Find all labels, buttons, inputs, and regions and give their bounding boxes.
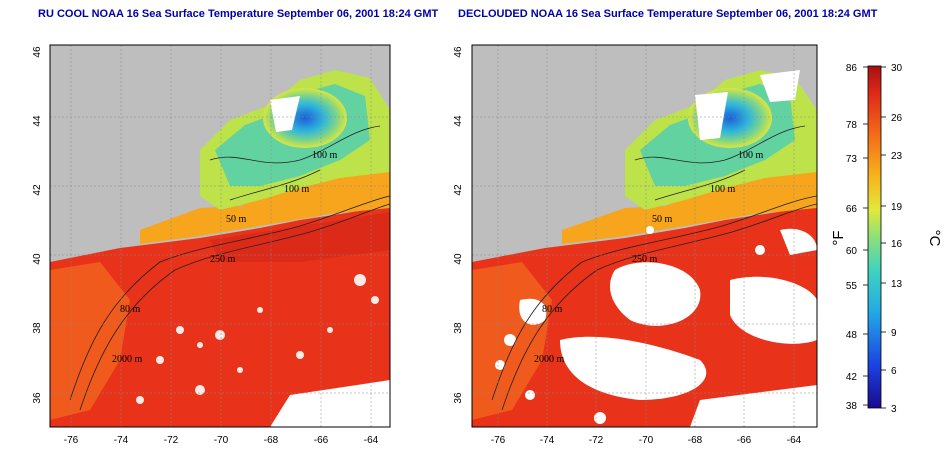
depth-label: 250 m [210,254,236,265]
depth-label: 2000 m [112,354,143,365]
lon-tick: -68 [264,435,279,446]
right-lon-axis: -76 -74 -72 -70 -68 -66 -64 [491,435,802,446]
fahrenheit-tick: 86 [846,63,858,74]
right-map: 100 m 100 m 50 m 250 m 80 m 2000 m [471,44,818,428]
celsius-tick: 19 [891,202,903,213]
depth-label: 100 m [284,184,310,195]
lon-tick: -72 [164,435,179,446]
lon-tick: -68 [688,435,703,446]
lat-tick: 36 [32,392,43,404]
left-lon-axis: -76 -74 -72 -70 -68 -66 -64 [64,435,379,446]
right-lat-axis: 36 38 40 42 44 46 [453,46,464,404]
lat-tick: 38 [453,322,464,334]
fahrenheit-tick: 66 [846,204,858,215]
celsius-tick: 26 [891,113,903,124]
lon-tick: -64 [787,435,802,446]
celsius-tick: 3 [891,404,897,415]
depth-label: 80 m [542,304,563,315]
depth-label: 2000 m [534,354,565,365]
lon-tick: -64 [364,435,379,446]
lon-tick: -76 [64,435,79,446]
right-panel-title: DECLOUDED NOAA 16 Sea Surface Temperatur… [458,8,878,20]
lat-tick: 42 [32,184,43,196]
lon-tick: -74 [540,435,555,446]
depth-label: 100 m [710,184,736,195]
lon-tick: -72 [589,435,604,446]
fahrenheit-tick: 73 [846,154,858,165]
lat-tick: 44 [453,115,464,127]
left-map: 100 m 100 m 50 m 250 m 80 m 2000 m [49,44,391,428]
lat-tick: 38 [32,322,43,334]
lat-tick: 44 [32,115,43,127]
lon-tick: -76 [491,435,506,446]
depth-label: 50 m [226,214,247,225]
fahrenheit-tick: 60 [846,246,858,257]
lon-tick: -70 [639,435,654,446]
lon-tick: -74 [114,435,129,446]
colorbar: 86 78 73 66 60 55 48 42 38 30 26 23 19 1… [830,63,943,415]
depth-label: 80 m [120,304,141,315]
fahrenheit-tick: 38 [846,401,858,412]
celsius-unit-label: °C [926,230,943,247]
left-lat-axis: 36 38 40 42 44 46 [32,46,43,404]
fahrenheit-tick: 55 [846,281,858,292]
lon-tick: -66 [737,435,752,446]
celsius-tick: 13 [891,279,903,290]
fahrenheit-tick: 42 [846,372,858,383]
depth-label: 50 m [652,214,673,225]
fahrenheit-unit-label: °F [830,230,847,245]
fahrenheit-tick: 78 [846,120,858,131]
lon-tick: -70 [214,435,229,446]
depth-label: 250 m [632,254,658,265]
celsius-tick: 23 [891,151,903,162]
lat-tick: 40 [32,253,43,265]
celsius-tick: 9 [891,328,897,339]
lat-tick: 46 [32,46,43,58]
lat-tick: 42 [453,184,464,196]
depth-label: 100 m [738,150,764,161]
left-panel-title: RU COOL NOAA 16 Sea Surface Temperature … [38,8,439,20]
lon-tick: -66 [314,435,329,446]
celsius-tick: 16 [891,239,903,250]
lat-tick: 46 [453,46,464,58]
fahrenheit-tick: 48 [846,330,858,341]
lat-tick: 40 [453,253,464,265]
depth-label: 100 m [312,150,338,161]
celsius-tick: 30 [891,63,903,74]
celsius-tick: 6 [891,366,897,377]
lat-tick: 36 [453,392,464,404]
colorbar-scale [867,65,882,409]
